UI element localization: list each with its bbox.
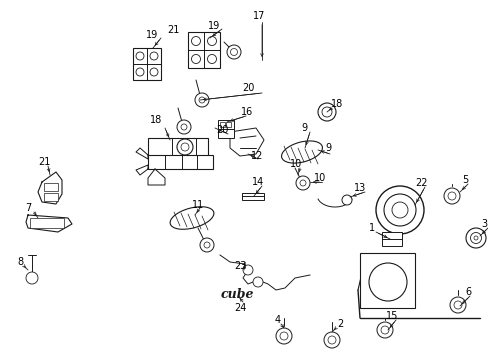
Circle shape [375, 186, 423, 234]
Circle shape [136, 68, 143, 76]
Circle shape [177, 139, 193, 155]
Circle shape [181, 124, 186, 130]
Text: 24: 24 [233, 303, 245, 313]
Circle shape [453, 301, 461, 309]
Text: 5: 5 [461, 175, 467, 185]
Text: 4: 4 [274, 315, 281, 325]
Text: 10: 10 [313, 173, 325, 183]
Text: 6: 6 [464, 287, 470, 297]
Circle shape [447, 192, 455, 200]
Bar [242, 193, 264, 200]
Circle shape [26, 272, 38, 284]
Text: 18: 18 [149, 115, 162, 125]
Text: 8: 8 [17, 257, 23, 267]
Text: 15: 15 [385, 311, 397, 321]
Circle shape [321, 107, 331, 117]
Circle shape [195, 93, 208, 107]
Circle shape [200, 238, 214, 252]
Circle shape [150, 52, 158, 60]
Circle shape [380, 326, 388, 334]
Circle shape [473, 236, 477, 240]
Text: 2: 2 [336, 319, 343, 329]
Circle shape [207, 54, 216, 63]
Text: 20: 20 [242, 83, 254, 93]
Circle shape [275, 328, 291, 344]
Circle shape [317, 103, 335, 121]
Circle shape [252, 277, 263, 287]
Circle shape [191, 54, 200, 63]
Text: 21: 21 [38, 157, 50, 167]
Ellipse shape [368, 263, 406, 301]
Text: 3: 3 [480, 219, 486, 229]
Text: 10: 10 [289, 159, 302, 169]
Text: 14: 14 [251, 177, 264, 187]
Bar [381, 232, 401, 246]
Bar [218, 120, 234, 138]
Bar [225, 122, 230, 127]
Bar [148, 155, 213, 169]
Circle shape [191, 36, 200, 45]
Circle shape [177, 120, 191, 134]
Circle shape [469, 233, 481, 243]
Text: 9: 9 [324, 143, 330, 153]
Circle shape [383, 194, 415, 226]
Text: 13: 13 [353, 183, 366, 193]
Circle shape [295, 176, 309, 190]
Text: 23: 23 [233, 261, 245, 271]
Text: 16: 16 [241, 107, 253, 117]
Text: 11: 11 [191, 200, 203, 210]
Text: 19: 19 [207, 21, 220, 31]
Circle shape [136, 52, 143, 60]
Bar [133, 48, 161, 80]
Text: 1: 1 [368, 223, 374, 233]
Text: 12: 12 [250, 151, 263, 161]
Circle shape [230, 49, 237, 55]
Text: 17: 17 [252, 11, 264, 21]
Circle shape [449, 297, 465, 313]
Bar [220, 122, 224, 127]
Circle shape [181, 143, 189, 151]
Circle shape [150, 68, 158, 76]
Bar [44, 193, 58, 201]
Text: 21: 21 [166, 25, 179, 35]
Circle shape [243, 265, 252, 275]
Bar [44, 183, 58, 191]
Bar [148, 138, 207, 156]
Circle shape [199, 97, 204, 103]
Ellipse shape [281, 141, 322, 163]
Text: 18: 18 [330, 99, 343, 109]
Circle shape [465, 228, 485, 248]
Circle shape [207, 36, 216, 45]
Circle shape [341, 195, 351, 205]
Circle shape [203, 242, 209, 248]
Text: 19: 19 [145, 30, 158, 40]
Ellipse shape [170, 207, 213, 229]
Circle shape [391, 202, 407, 218]
Circle shape [376, 322, 392, 338]
Bar [30, 218, 64, 228]
Text: cube: cube [220, 288, 253, 302]
Circle shape [226, 45, 241, 59]
Circle shape [324, 332, 339, 348]
Circle shape [299, 180, 305, 186]
Text: 9: 9 [300, 123, 306, 133]
Text: 20: 20 [215, 125, 228, 135]
Circle shape [443, 188, 459, 204]
Text: 7: 7 [25, 203, 31, 213]
Circle shape [280, 332, 287, 340]
Bar [359, 253, 414, 308]
Bar [187, 32, 220, 68]
Text: 22: 22 [415, 178, 427, 188]
Circle shape [327, 336, 335, 344]
